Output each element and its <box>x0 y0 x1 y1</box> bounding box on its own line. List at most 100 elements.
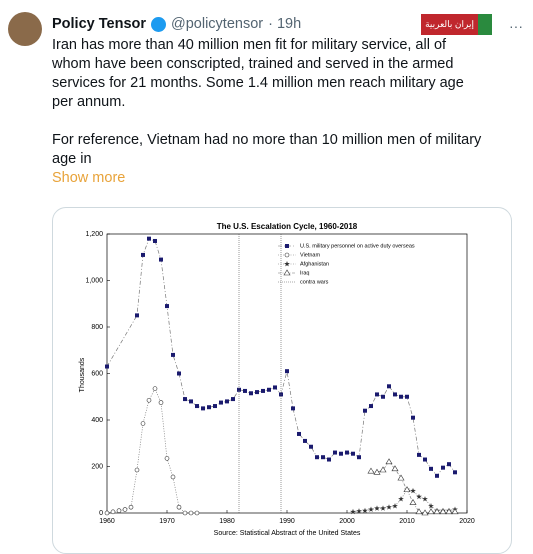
marker-square <box>399 394 403 399</box>
marker-circle <box>104 510 110 516</box>
marker-triangle <box>391 465 399 472</box>
series-line <box>352 489 456 513</box>
marker-square <box>345 450 349 455</box>
marker-circle <box>110 509 116 515</box>
time[interactable]: · 19h <box>268 16 302 32</box>
marker-square <box>375 392 379 397</box>
paragraph: Iran has more than 40 million men fit fo… <box>52 36 522 112</box>
show-more[interactable]: Show more <box>52 170 126 186</box>
text-line: age in <box>52 151 92 167</box>
marker-circle <box>152 386 158 391</box>
marker-star <box>410 487 416 494</box>
marker-square <box>267 387 271 392</box>
y-tick-label: 1,200 <box>85 231 103 238</box>
marker-square <box>363 408 367 413</box>
marker-circle <box>284 252 290 258</box>
marker-triangle <box>385 458 393 465</box>
marker-square <box>231 397 235 402</box>
marker-square <box>141 252 145 257</box>
marker-triangle <box>421 509 429 516</box>
x-tick-label: 1980 <box>219 518 235 525</box>
marker-square <box>351 451 355 456</box>
marker-triangle <box>445 508 453 515</box>
marker-square <box>381 394 385 399</box>
series-line <box>106 387 197 514</box>
marker-square <box>303 438 307 443</box>
marker-circle <box>116 508 122 513</box>
marker-square <box>207 405 211 410</box>
marker-square <box>147 236 151 241</box>
marker-square <box>435 473 439 478</box>
marker-square <box>171 352 175 357</box>
marker-square <box>273 385 277 390</box>
more-menu[interactable]: ··· <box>509 18 523 34</box>
marker-circle <box>194 510 200 516</box>
marker-square <box>339 451 343 456</box>
legend-label: contra wars <box>300 279 329 285</box>
plot-frame <box>106 233 468 514</box>
y-tick-label: 200 <box>91 463 103 470</box>
marker-square <box>225 399 229 404</box>
marker-square <box>135 313 139 318</box>
marker-square <box>393 392 397 397</box>
marker-square <box>297 431 301 436</box>
x-tick-label: 1970 <box>159 518 175 525</box>
paragraph: For reference, Vietnam had no more than … <box>52 131 522 169</box>
marker-square <box>153 238 157 243</box>
marker-star <box>386 504 392 510</box>
y-tick-label: 1,000 <box>85 277 103 284</box>
marker-square <box>237 387 241 392</box>
marker-square <box>213 404 217 409</box>
marker-star <box>374 505 380 511</box>
marker-circle <box>146 397 152 403</box>
marker-star <box>380 505 386 511</box>
marker-square <box>453 470 457 475</box>
text-line: Iran has more than 40 million men fit fo… <box>52 37 447 53</box>
tweet-header: Policy Tensor @policytensor · 19h إيران … <box>52 14 522 35</box>
avatar[interactable] <box>8 12 42 46</box>
marker-star <box>416 493 422 500</box>
handle[interactable]: @policytensor <box>171 16 264 32</box>
marker-square <box>411 415 415 420</box>
x-tick-label: 1960 <box>99 518 115 525</box>
marker-circle <box>176 504 182 510</box>
marker-circle <box>134 467 140 473</box>
marker-circle <box>182 510 188 516</box>
tweet: Policy Tensor @policytensor · 19h إيران … <box>52 14 522 188</box>
y-tick-label: 400 <box>91 417 103 424</box>
marker-square <box>285 369 289 374</box>
marker-circle <box>122 507 128 512</box>
marker-triangle <box>403 486 411 493</box>
marker-triangle <box>379 466 387 473</box>
chart-title: The U.S. Escalation Cycle, 1960-2018 <box>217 222 358 231</box>
marker-square <box>321 455 325 460</box>
marker-square <box>327 457 331 462</box>
marker-square <box>159 257 163 262</box>
marker-square <box>219 400 223 405</box>
text-line: whom have been conscripted, trained and … <box>52 56 454 72</box>
legend-label: Vietnam <box>300 252 320 258</box>
marker-square <box>255 390 259 395</box>
marker-square <box>105 364 109 369</box>
marker-square <box>189 399 193 404</box>
marker-triangle <box>433 508 441 515</box>
marker-star <box>422 496 428 502</box>
marker-triangle <box>397 474 405 481</box>
marker-triangle <box>409 498 417 505</box>
marker-star <box>284 261 290 267</box>
marker-square <box>177 371 181 376</box>
author-name[interactable]: Policy Tensor <box>52 16 147 32</box>
marker-circle <box>188 510 194 516</box>
marker-square <box>243 388 247 393</box>
legend-label: U.S. military personnel on active duty o… <box>300 243 415 249</box>
x-axis-label: Source: Statistical Abstract of the Unit… <box>214 530 361 537</box>
marker-star <box>368 506 374 512</box>
marker-star <box>392 503 398 509</box>
y-tick-label: 0 <box>99 510 103 517</box>
marker-star <box>350 508 356 515</box>
text-line: per annum. <box>52 94 126 110</box>
marker-square <box>417 452 421 457</box>
marker-square <box>315 455 319 460</box>
